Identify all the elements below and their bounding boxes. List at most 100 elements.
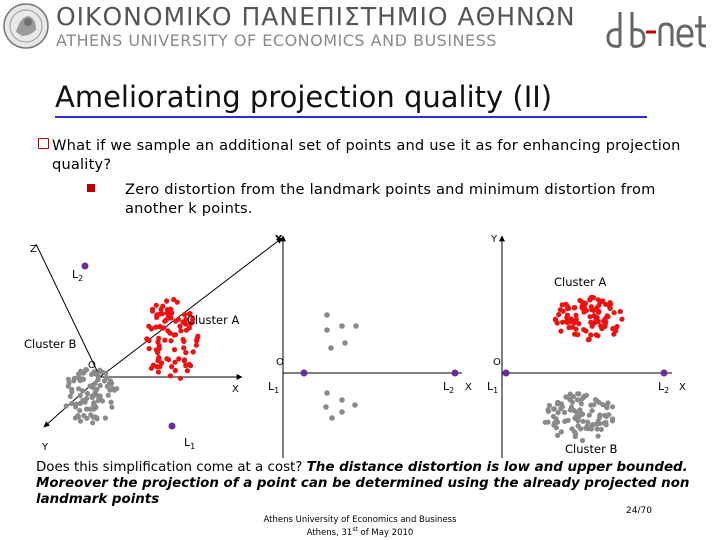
cluster-b-point <box>105 392 111 398</box>
cluster-a-point <box>597 299 603 305</box>
cluster-b-point <box>104 374 110 381</box>
left-axis-z-label: Z <box>30 244 37 255</box>
cluster-b-point <box>84 395 90 402</box>
cluster-b-point <box>77 418 84 424</box>
cluster-a-point <box>148 365 154 371</box>
projected-point <box>324 390 330 396</box>
cluster-a-point <box>571 320 577 326</box>
cluster-b-point <box>545 407 551 413</box>
university-name-greek: ΟΙΚΟΝΟΜΙΚΟ ΠΑΝΕΠΙΣΤΗΜΙΟ ΑΘΗΝΩΝ <box>56 2 576 31</box>
cluster-b-point <box>97 393 103 399</box>
left-cluster-a-points <box>144 296 201 381</box>
university-logo <box>3 3 49 49</box>
cluster-a-point <box>614 323 620 330</box>
cluster-a-point <box>172 359 178 365</box>
middle-landmark-l2-point <box>451 369 459 377</box>
cluster-b-point <box>67 393 73 399</box>
right-cluster-b-points <box>542 391 616 444</box>
cluster-b-point <box>579 437 586 444</box>
cluster-b-point <box>80 370 86 376</box>
cluster-b-point <box>601 420 607 426</box>
left-3d-panel: Z Y X Y O L2 L1 Cluster A Cluster B <box>24 234 283 453</box>
middle-2d-panel: Y O L1 L2 X <box>268 234 472 458</box>
right-axis-x-label: X <box>679 382 686 393</box>
cluster-b-point <box>598 426 604 432</box>
cluster-b-point <box>89 393 95 399</box>
right-landmark-l2-label: L2 <box>658 380 669 395</box>
cluster-a-point <box>556 311 562 318</box>
cluster-a-point <box>172 367 178 374</box>
right-landmark-l1-label: L1 <box>487 380 498 395</box>
middle-landmark-l1-point <box>300 369 308 377</box>
projected-point <box>352 402 358 408</box>
cluster-a-point <box>560 308 566 314</box>
cluster-a-point <box>585 337 591 343</box>
left-axis-y-label: Y <box>274 234 282 245</box>
cluster-b-point <box>95 377 101 383</box>
projected-point <box>339 397 345 403</box>
cluster-b-point <box>595 433 601 439</box>
right-landmark-l2-point <box>660 369 668 377</box>
cluster-b-point <box>591 402 597 408</box>
cluster-a-point <box>176 356 182 362</box>
cluster-a-point <box>149 308 155 314</box>
cluster-b-point <box>91 401 97 408</box>
cluster-a-point <box>572 331 578 337</box>
cluster-b-point <box>562 409 568 415</box>
cluster-a-point <box>581 309 587 315</box>
cluster-a-point <box>583 328 589 334</box>
cluster-b-point <box>63 403 69 409</box>
cluster-b-point <box>578 401 584 407</box>
cluster-a-point <box>595 309 602 315</box>
cluster-b-point <box>77 400 83 406</box>
projected-point <box>353 323 359 329</box>
cluster-b-point <box>580 411 586 417</box>
cluster-b-point <box>76 374 82 380</box>
cluster-b-point <box>76 386 82 392</box>
projected-point <box>342 340 348 346</box>
cluster-a-point <box>183 362 189 369</box>
cluster-a-point <box>162 318 168 324</box>
left-axis-z <box>35 243 101 378</box>
cluster-b-point <box>558 429 564 435</box>
left-cluster-a-label: Cluster A <box>187 313 239 327</box>
right-landmark-l1-point <box>502 369 510 377</box>
middle-upper-points <box>324 312 359 351</box>
cluster-a-point <box>158 360 165 366</box>
cluster-a-point <box>582 300 588 306</box>
cluster-b-point <box>594 426 600 432</box>
cluster-b-point <box>603 413 610 420</box>
cluster-b-point <box>592 397 599 403</box>
projected-point <box>324 312 330 318</box>
cluster-a-point <box>167 373 173 379</box>
cluster-a-point <box>186 311 192 317</box>
left-landmark-l2-point <box>81 262 89 270</box>
cluster-b-point <box>77 408 83 414</box>
conclusion-answer: The distance distortion is low and upper… <box>36 460 690 507</box>
projected-point <box>328 345 334 351</box>
middle-landmark-l1-label: L1 <box>268 380 279 395</box>
cluster-a-point <box>576 321 582 327</box>
cluster-a-point <box>560 319 566 325</box>
cluster-a-point <box>617 308 623 315</box>
cluster-a-point <box>148 326 155 332</box>
cluster-a-point <box>570 324 576 330</box>
cluster-b-point <box>589 408 595 414</box>
cluster-b-point <box>83 367 89 373</box>
cluster-b-point <box>604 405 610 411</box>
cluster-a-point <box>593 332 599 338</box>
cluster-b-point <box>563 394 569 400</box>
cluster-a-point <box>183 327 189 333</box>
cluster-a-point <box>603 319 609 325</box>
right-2d-panel: Y O L1 L2 X Cluster A Cluster B <box>487 234 686 458</box>
bullet-zero-distortion: Zero distortion from the landmark points… <box>125 181 656 217</box>
cluster-a-point <box>571 305 577 311</box>
cluster-a-point <box>593 316 599 322</box>
cluster-b-point <box>66 380 72 386</box>
cluster-b-point <box>77 392 83 399</box>
cluster-b-point <box>90 420 96 426</box>
cluster-a-point <box>168 338 174 344</box>
cluster-b-point <box>578 426 584 432</box>
left-cluster-b-points <box>63 367 120 426</box>
cluster-a-point <box>181 345 187 351</box>
